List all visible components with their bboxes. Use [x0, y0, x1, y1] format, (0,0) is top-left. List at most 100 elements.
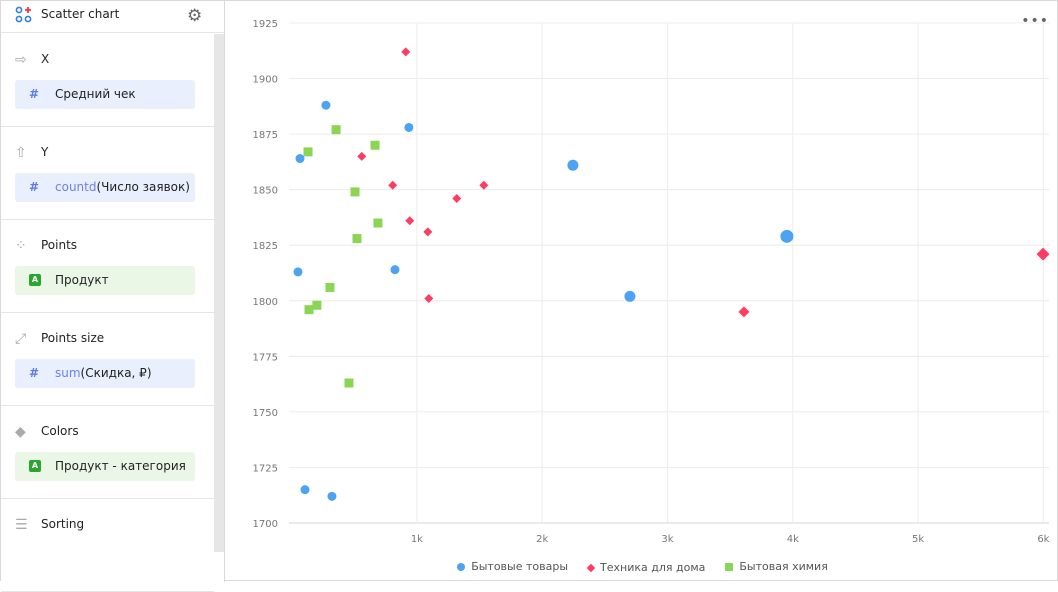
field-name: Продукт [55, 273, 109, 287]
data-point [401, 47, 411, 57]
field-name: (Скидка, ₽) [80, 366, 152, 380]
data-point [321, 100, 331, 110]
data-point [303, 147, 313, 157]
x-tick-label: 3k [661, 534, 673, 545]
field-chip[interactable]: A Продукт - категория [15, 452, 195, 481]
data-point [370, 140, 380, 150]
data-point [479, 180, 489, 190]
chart-type-title: Scatter chart [41, 7, 120, 21]
data-point [390, 265, 400, 275]
legend-marker-icon [457, 562, 466, 571]
more-options-icon[interactable]: ••• [1021, 13, 1049, 29]
legend-label: Бытовые товары [471, 560, 569, 573]
x-tick-label: 2k [536, 534, 548, 545]
sidebar-header: Scatter chart ⚙ [1, 1, 224, 33]
y-tick-label: 1750 [253, 408, 278, 419]
data-point [327, 491, 337, 501]
data-point [344, 378, 354, 388]
points-icon: ⁘ [15, 238, 27, 254]
section-label: Points size [41, 331, 105, 345]
data-point [325, 282, 335, 292]
y-tick-label: 1775 [253, 352, 278, 363]
y-tick-label: 1875 [253, 130, 278, 141]
field-chip[interactable]: A Продукт [15, 266, 195, 295]
data-point [312, 300, 322, 310]
field-name: Продукт - категория [55, 459, 186, 473]
legend-item[interactable]: Бытовая химия [725, 560, 828, 573]
data-point [293, 267, 303, 277]
data-point [423, 227, 433, 237]
measure-icon: # [29, 180, 40, 194]
data-point [357, 151, 367, 161]
data-point [424, 294, 434, 304]
arrow-right-icon: ⇨ [15, 52, 27, 68]
measure-icon: # [29, 366, 40, 380]
data-point [405, 216, 415, 226]
data-point [624, 290, 636, 302]
x-tick-label: 5k [912, 534, 924, 545]
section-label: X [41, 52, 50, 66]
measure-icon: # [29, 87, 40, 101]
section-sorting: ☰ Sorting [1, 499, 214, 592]
resize-icon: ⤢ [15, 331, 27, 347]
section-label: Sorting [41, 517, 85, 531]
data-point [352, 234, 362, 244]
data-point [738, 306, 750, 318]
data-point [300, 485, 310, 495]
arrow-up-icon: ⇧ [15, 145, 27, 161]
y-tick-label: 1800 [253, 297, 278, 308]
x-tick-label: 6k [1037, 534, 1049, 545]
data-point [567, 159, 579, 171]
y-tick-label: 1725 [253, 463, 278, 474]
x-tick-label: 1k [411, 534, 423, 545]
field-chip[interactable]: # Средний чек [15, 80, 195, 109]
legend-label: Техника для дома [600, 561, 706, 574]
section-colors: ◆ Colors A Продукт - категория [1, 406, 214, 499]
field-chip[interactable]: # countd(Число заявок) [15, 173, 195, 202]
y-tick-label: 1700 [253, 519, 278, 530]
aggregation-function: countd [55, 180, 97, 194]
legend-item[interactable]: Техника для дома [586, 561, 706, 574]
data-point [331, 125, 341, 135]
legend-label: Бытовая химия [739, 560, 828, 573]
sidebar: Scatter chart ⚙ ⇨ X # Средний чек ⇧ Y # countd(… [1, 1, 225, 592]
legend: Бытовые товары Техника для дома Бытовая хи… [226, 560, 1058, 574]
chart-area: 1700 1725 1750 1775 1800 1825 1850 1875 1900 1925… [226, 1, 1058, 582]
legend-marker-icon [725, 562, 734, 571]
data-point [373, 218, 383, 228]
y-tick-label: 1850 [253, 186, 278, 197]
y-tick-label: 1925 [253, 19, 278, 30]
data-point [404, 122, 414, 132]
data-point [780, 229, 794, 243]
data-point [295, 154, 305, 164]
gear-icon[interactable]: ⚙ [187, 6, 203, 26]
y-tick-label: 1825 [253, 241, 278, 252]
dimension-icon: A [29, 274, 41, 286]
section-label: Y [41, 145, 49, 159]
section-label: Colors [41, 424, 79, 438]
scatter-chart-icon [15, 6, 32, 23]
scatter-plot: 1700 1725 1750 1775 1800 1825 1850 1875 1900 1925… [253, 19, 1050, 545]
field-chip[interactable]: # sum(Скидка, ₽) [15, 359, 195, 388]
data-point [350, 187, 360, 197]
dimension-icon: A [29, 460, 41, 472]
section-y: ⇧ Y # countd(Число заявок) [1, 127, 214, 220]
scrollbar[interactable] [214, 34, 224, 552]
x-tick-label: 4k [787, 534, 799, 545]
data-point [388, 180, 398, 190]
data-point [304, 305, 314, 315]
paint-bucket-icon: ◆ [15, 424, 26, 440]
field-name: (Число заявок) [96, 180, 190, 194]
y-tick-label: 1900 [253, 75, 278, 86]
section-points: ⁘ Points A Продукт [1, 220, 214, 313]
sort-icon: ☰ [15, 517, 28, 533]
legend-marker-icon [586, 563, 596, 572]
data-point [452, 194, 462, 204]
section-x: ⇨ X # Средний чек [1, 34, 214, 127]
section-points-size: ⤢ Points size # sum(Скидка, ₽) [1, 313, 214, 406]
aggregation-function: sum [55, 366, 81, 380]
section-label: Points [41, 238, 78, 252]
field-name: Средний чек [55, 87, 136, 101]
legend-item[interactable]: Бытовые товары [457, 560, 568, 573]
data-point [1036, 247, 1050, 261]
